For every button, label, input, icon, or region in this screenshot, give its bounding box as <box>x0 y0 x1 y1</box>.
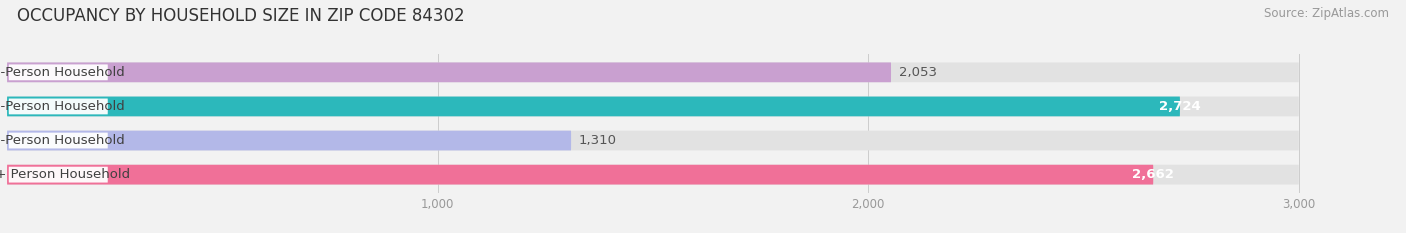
FancyBboxPatch shape <box>7 96 1180 116</box>
FancyBboxPatch shape <box>7 165 1153 185</box>
FancyBboxPatch shape <box>7 96 1299 116</box>
FancyBboxPatch shape <box>7 62 1299 82</box>
Text: 1,310: 1,310 <box>579 134 617 147</box>
Text: Source: ZipAtlas.com: Source: ZipAtlas.com <box>1264 7 1389 20</box>
Text: 2,662: 2,662 <box>1132 168 1174 181</box>
Text: 3-Person Household: 3-Person Household <box>0 134 125 147</box>
Text: 1-Person Household: 1-Person Household <box>0 66 125 79</box>
Text: 2,724: 2,724 <box>1159 100 1201 113</box>
FancyBboxPatch shape <box>8 65 108 80</box>
FancyBboxPatch shape <box>7 62 891 82</box>
FancyBboxPatch shape <box>7 131 1299 151</box>
FancyBboxPatch shape <box>7 165 1299 185</box>
FancyBboxPatch shape <box>8 99 108 114</box>
FancyBboxPatch shape <box>8 167 108 182</box>
Text: 2-Person Household: 2-Person Household <box>0 100 125 113</box>
FancyBboxPatch shape <box>7 131 571 151</box>
Text: 2,053: 2,053 <box>898 66 936 79</box>
Text: OCCUPANCY BY HOUSEHOLD SIZE IN ZIP CODE 84302: OCCUPANCY BY HOUSEHOLD SIZE IN ZIP CODE … <box>17 7 464 25</box>
Text: 4+ Person Household: 4+ Person Household <box>0 168 129 181</box>
FancyBboxPatch shape <box>8 133 108 148</box>
